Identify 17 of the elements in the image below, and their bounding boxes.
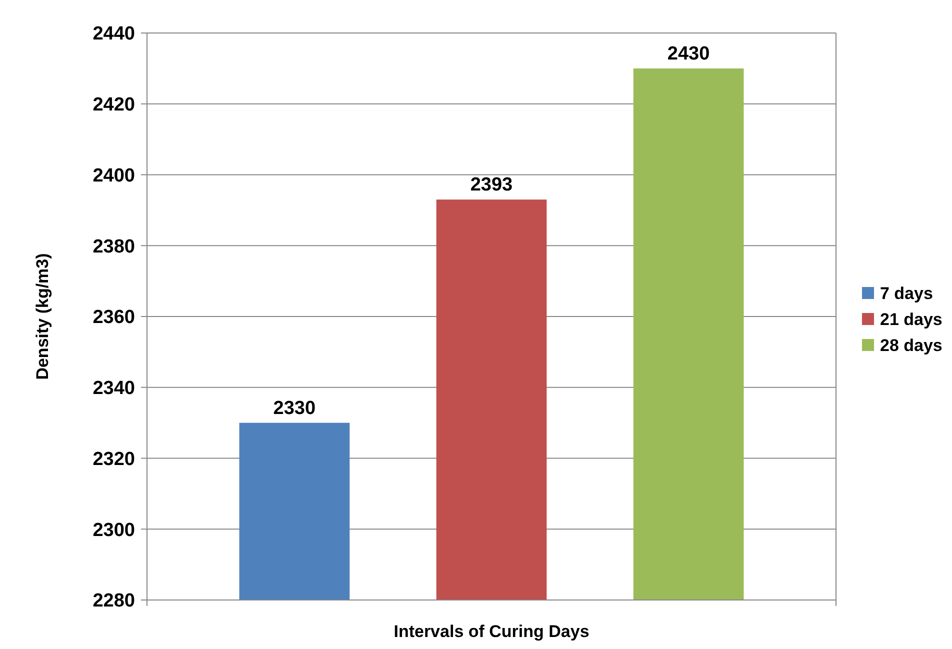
legend-label: 28 days bbox=[880, 336, 942, 355]
data-label: 2393 bbox=[470, 174, 513, 196]
y-tick-label: 2340 bbox=[92, 378, 135, 400]
y-tick-label: 2420 bbox=[92, 94, 135, 116]
x-axis-title: Intervals of Curing Days bbox=[394, 622, 590, 641]
y-tick-label: 2380 bbox=[92, 236, 135, 258]
y-tick-label: 2400 bbox=[92, 165, 135, 186]
data-label: 2430 bbox=[667, 43, 710, 64]
legend-label: 21 days bbox=[880, 310, 942, 329]
y-tick-label: 2440 bbox=[92, 24, 135, 45]
legend-label: 7 days bbox=[880, 284, 933, 303]
y-tick-label: 2300 bbox=[92, 520, 135, 541]
y-tick-label: 2280 bbox=[92, 590, 135, 612]
y-axis-title: Density (kg/m3) bbox=[33, 253, 52, 380]
y-tick-label: 2320 bbox=[92, 448, 135, 470]
data-label: 2330 bbox=[273, 398, 316, 419]
y-tick-label: 2360 bbox=[92, 307, 135, 328]
